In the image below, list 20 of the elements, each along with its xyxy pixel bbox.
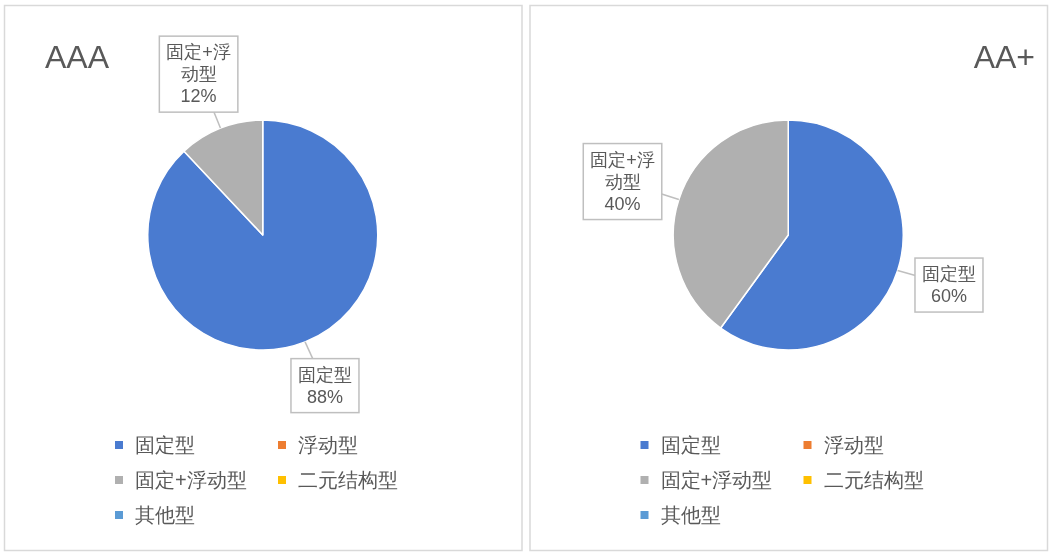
chart-title: AAA [45, 39, 110, 75]
slice-label: 固定+浮动型 [166, 42, 231, 85]
slice-label: 固定型 [297, 364, 352, 385]
legend-label: 二元结构型 [298, 469, 398, 491]
data-label: 40% [604, 193, 641, 214]
legend-label: 其他型 [660, 504, 721, 526]
legend-label: 其他型 [135, 504, 195, 526]
legend-label: 固定+浮动型 [660, 469, 773, 491]
legend-label: 固定型 [660, 434, 721, 456]
legend-label: 固定型 [135, 434, 195, 456]
legend-label: 固定+浮动型 [135, 469, 247, 491]
legend-label: 二元结构型 [823, 469, 924, 491]
legend-label: 浮动型 [823, 434, 884, 456]
data-label: 60% [930, 286, 967, 307]
data-label: 88% [306, 386, 343, 407]
chart-title: AA+ [973, 39, 1035, 75]
legend-label: 浮动型 [298, 434, 358, 456]
data-label: 12% [180, 86, 217, 107]
slice-label: 固定+浮动型 [590, 149, 655, 192]
slice-label: 固定型 [921, 264, 976, 285]
